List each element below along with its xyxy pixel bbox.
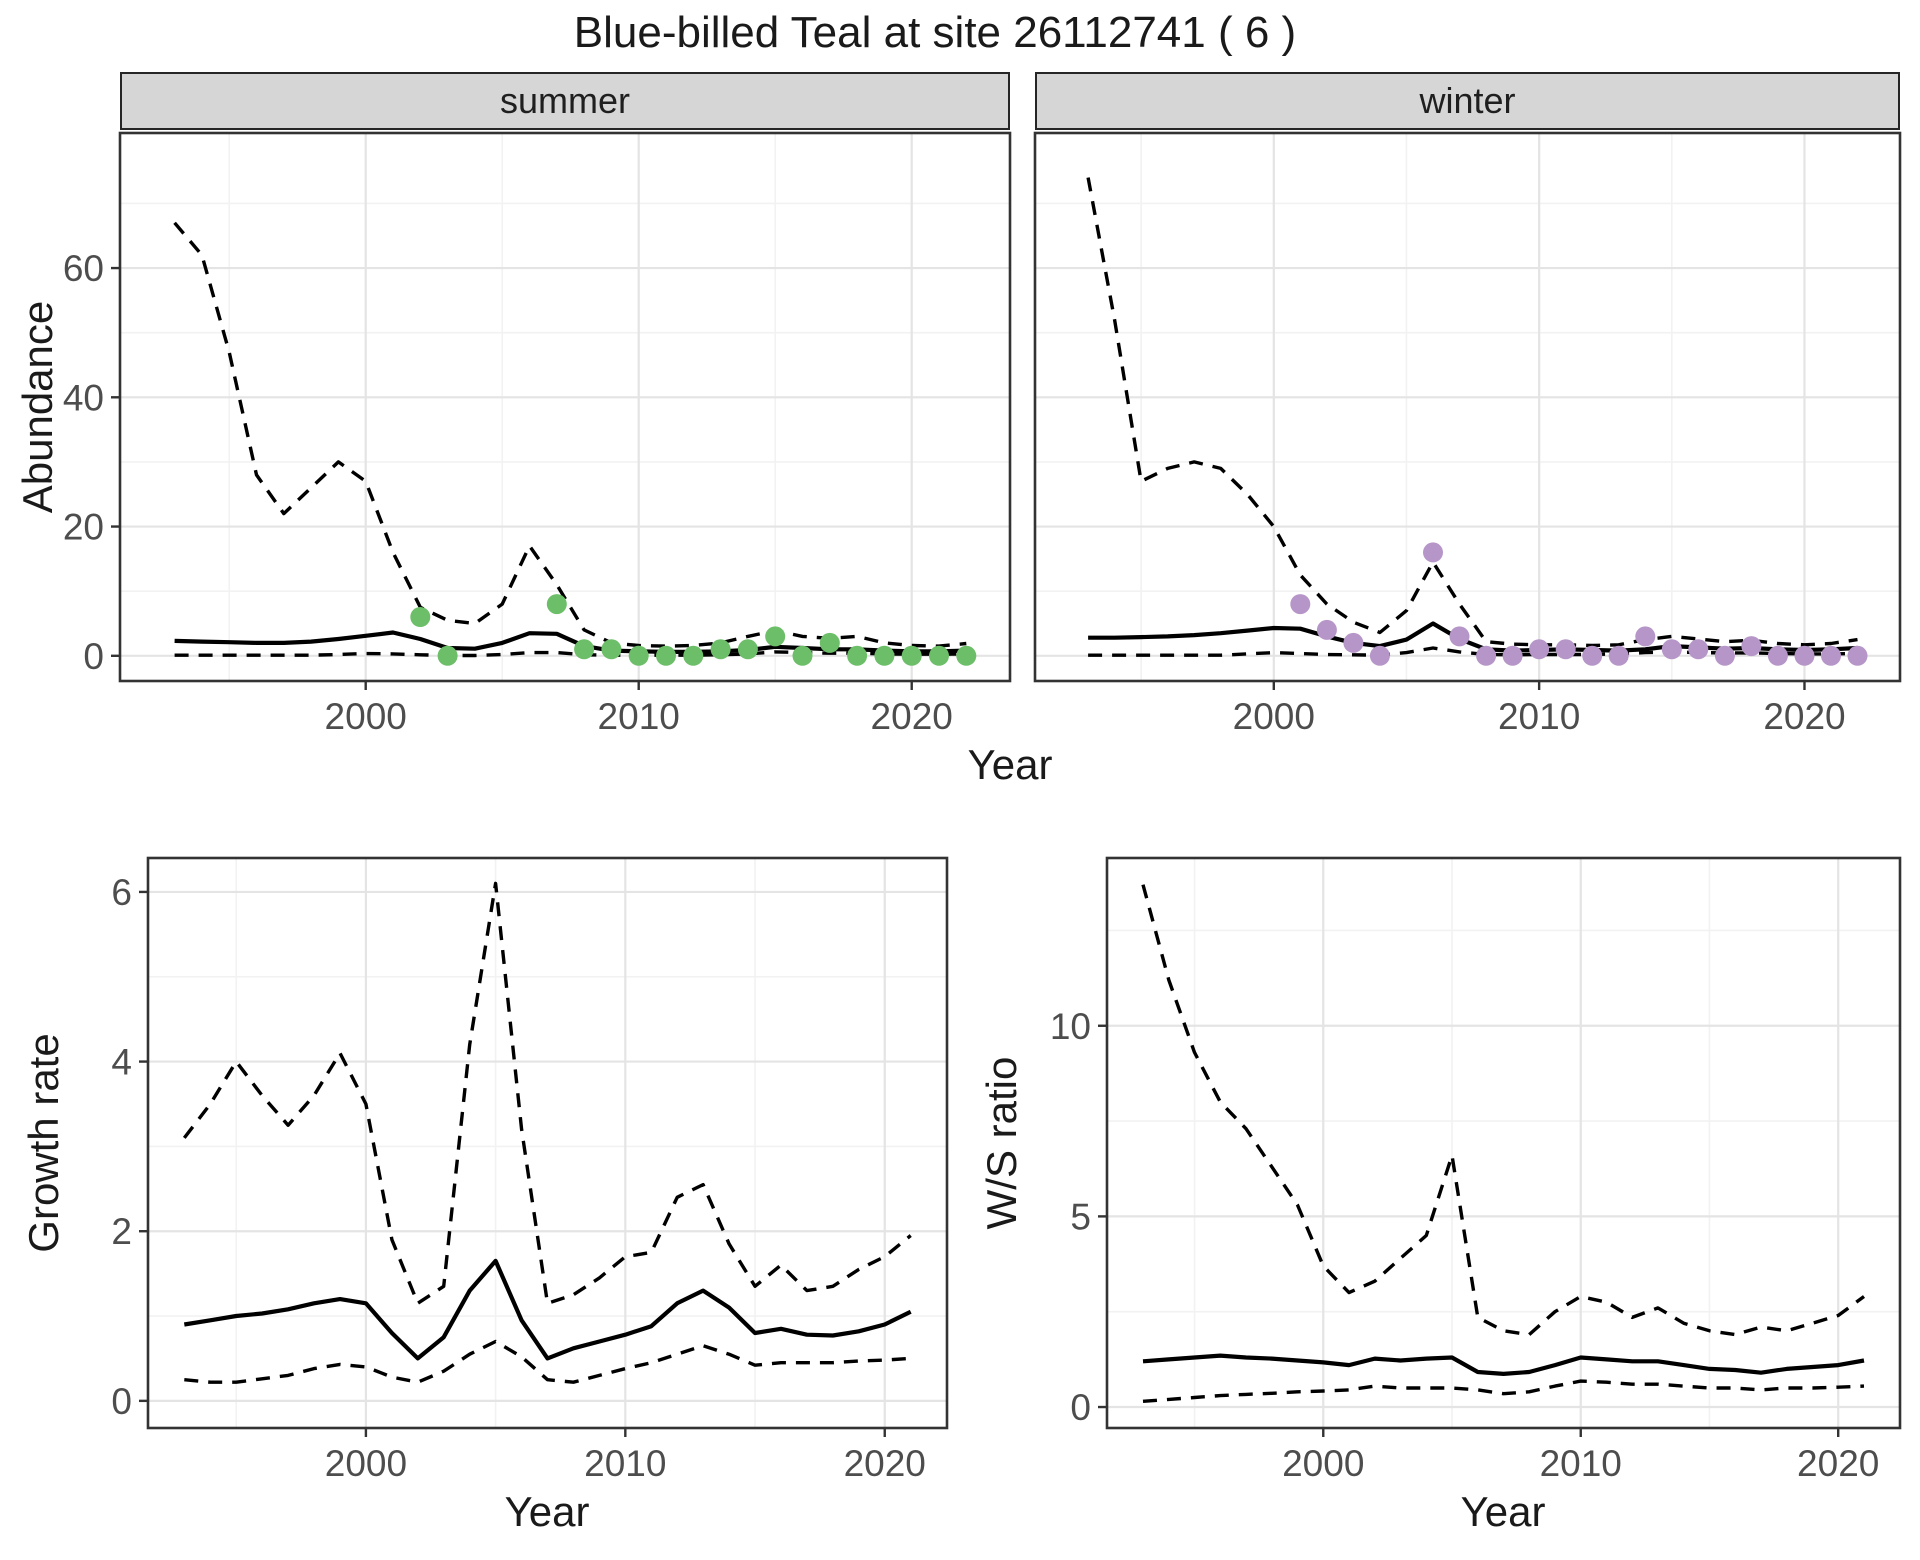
lower_ci-line-ws [1142, 1379, 1865, 1403]
y-tick-label: 6 [111, 872, 132, 913]
observation-point-summer [901, 645, 922, 666]
facet-label-summer: summer [499, 80, 630, 121]
observation-point-winter [1688, 639, 1709, 660]
observation-point-winter [1821, 645, 1841, 666]
y-tick-label: 2 [111, 1211, 132, 1252]
observation-point-summer [737, 639, 758, 660]
y-tick-label: 0 [1070, 1387, 1091, 1428]
observation-point-summer [656, 645, 676, 666]
lower_ci-line-summer [174, 650, 967, 658]
observation-point-winter [1661, 639, 1682, 660]
observation-point-winter [1290, 594, 1311, 615]
panel-border-growth [146, 856, 949, 1430]
observation-point-summer [847, 645, 868, 666]
observation-point-summer [956, 645, 977, 666]
observation-point-winter [1529, 639, 1550, 660]
mean-line-growth [183, 1258, 912, 1361]
x-tick-label: 2020 [844, 1443, 926, 1484]
y-axis-title-abundance: Abundance [14, 300, 61, 514]
observation-point-winter [1582, 645, 1603, 666]
observation-point-summer [710, 639, 731, 660]
observation-point-winter [1502, 645, 1523, 666]
observation-point-winter [1369, 645, 1390, 666]
panel-growth [148, 858, 947, 1428]
y-axis-title-growth-rate: Growth rate [20, 1033, 67, 1253]
observation-point-summer [929, 645, 949, 666]
observation-point-summer [410, 607, 431, 627]
observation-point-summer [574, 639, 595, 660]
y-tick-label: 0 [111, 1381, 132, 1422]
y-tick-label: 40 [63, 377, 104, 418]
x-tick-label: 2020 [871, 696, 953, 737]
lower_ci-line-growth [184, 1339, 911, 1384]
upper_ci-line-summer [173, 221, 967, 648]
x-tick-label: 2000 [1233, 696, 1315, 737]
upper_ci-line-growth [182, 881, 912, 1306]
x-tick-label: 2000 [1282, 1443, 1364, 1484]
panel-ws [1107, 858, 1900, 1428]
y-tick-label: 5 [1070, 1196, 1091, 1237]
observation-point-winter [1608, 645, 1629, 666]
panel-winter [1035, 133, 1900, 681]
panel-border-winter [1033, 131, 1902, 683]
plot-title: Blue-billed Teal at site 26112741 ( 6 ) [573, 8, 1297, 57]
upper_ci-line-winter [1086, 177, 1858, 648]
observation-point-summer [819, 632, 840, 653]
mean-line-ws [1142, 1353, 1865, 1377]
x-tick-label: 2010 [1498, 696, 1580, 737]
observation-point-winter [1343, 632, 1364, 653]
observation-point-summer [628, 645, 649, 666]
x-tick-label: 2000 [325, 1443, 407, 1484]
x-tick-label: 2000 [325, 696, 407, 737]
observation-point-winter [1714, 645, 1735, 666]
observation-point-winter [1555, 639, 1576, 660]
x-tick-label: 2020 [1797, 1443, 1879, 1484]
observation-point-winter [1423, 542, 1443, 563]
y-tick-label: 60 [63, 248, 104, 289]
x-axis-title-year-bottom-left: Year [504, 1488, 590, 1535]
observation-point-winter [1635, 626, 1656, 647]
y-tick-label: 10 [1050, 1006, 1091, 1047]
observation-point-summer [874, 645, 895, 666]
y-tick-label: 4 [111, 1042, 132, 1083]
x-axis-title-year-bottom-right: Year [1460, 1488, 1546, 1535]
x-tick-label: 2020 [1763, 696, 1845, 737]
observation-point-winter [1767, 645, 1788, 666]
panel-border-summer [118, 131, 1012, 683]
facet-strip-winter: winter [1035, 72, 1900, 130]
observation-point-summer [601, 639, 622, 660]
x-tick-label: 2010 [1540, 1443, 1622, 1484]
observation-point-summer [765, 626, 786, 647]
y-axis-title-ws-ratio: W/S ratio [978, 1056, 1025, 1230]
upper_ci-line-ws [1141, 884, 1866, 1337]
observation-point-winter [1449, 626, 1470, 647]
observation-point-summer [546, 594, 567, 615]
y-tick-label: 0 [83, 636, 104, 677]
facet-label-winter: winter [1419, 80, 1516, 121]
observation-point-winter [1794, 645, 1815, 666]
x-tick-label: 2010 [598, 696, 680, 737]
panel-summer [120, 133, 1010, 681]
observation-point-winter [1741, 636, 1762, 657]
lower_ci-line-winter [1088, 646, 1858, 657]
observation-point-winter [1316, 619, 1337, 640]
observation-point-summer [437, 645, 458, 666]
x-tick-label: 2010 [584, 1443, 666, 1484]
x-axis-title-year-top: Year [967, 741, 1053, 788]
observation-point-summer [683, 645, 704, 666]
observation-point-summer [792, 645, 813, 666]
observation-point-winter [1847, 645, 1868, 666]
y-tick-label: 20 [63, 507, 104, 548]
facet-strip-summer: summer [120, 72, 1010, 130]
panel-border-ws [1105, 856, 1902, 1430]
observation-point-winter [1476, 645, 1497, 666]
